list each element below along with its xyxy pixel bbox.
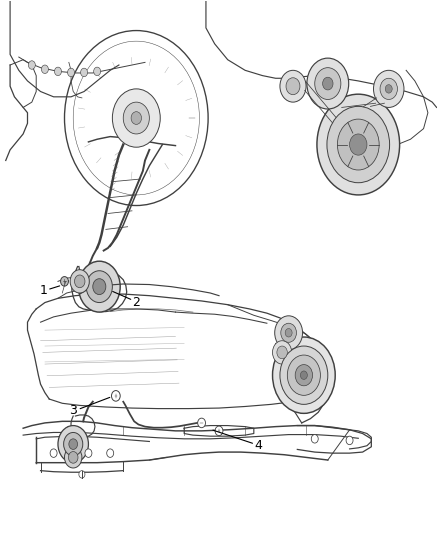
Circle shape (311, 434, 318, 443)
Circle shape (295, 365, 313, 386)
Circle shape (272, 341, 292, 364)
Circle shape (275, 316, 303, 350)
Circle shape (337, 119, 379, 170)
Circle shape (307, 58, 349, 109)
Circle shape (107, 449, 114, 457)
Circle shape (287, 355, 321, 395)
Circle shape (50, 449, 57, 457)
Circle shape (42, 65, 48, 74)
Circle shape (58, 425, 88, 463)
Circle shape (69, 439, 78, 449)
Circle shape (68, 451, 78, 463)
Circle shape (70, 270, 89, 293)
Circle shape (374, 70, 404, 108)
Circle shape (79, 471, 85, 478)
Circle shape (94, 67, 101, 76)
Circle shape (86, 271, 113, 303)
Circle shape (131, 112, 141, 124)
Circle shape (315, 68, 341, 100)
Text: 3: 3 (69, 404, 77, 417)
Circle shape (78, 261, 120, 312)
Circle shape (346, 436, 353, 445)
Circle shape (28, 61, 35, 69)
Circle shape (215, 426, 223, 435)
Circle shape (74, 275, 85, 288)
Text: 2: 2 (132, 296, 140, 309)
Circle shape (85, 449, 92, 457)
Circle shape (322, 77, 333, 90)
Text: 4: 4 (254, 439, 262, 452)
Circle shape (272, 337, 335, 414)
Circle shape (317, 94, 399, 195)
Text: 1: 1 (40, 284, 48, 297)
Circle shape (277, 346, 287, 359)
Circle shape (286, 78, 300, 95)
Circle shape (60, 277, 68, 286)
Circle shape (123, 102, 149, 134)
Circle shape (380, 78, 397, 100)
Circle shape (64, 447, 82, 468)
Circle shape (300, 371, 307, 379)
Circle shape (112, 391, 120, 401)
Circle shape (281, 323, 297, 342)
Circle shape (327, 107, 390, 183)
Circle shape (67, 68, 74, 77)
Circle shape (54, 67, 61, 76)
Circle shape (385, 85, 392, 93)
Circle shape (93, 279, 106, 295)
Circle shape (113, 89, 160, 147)
Circle shape (280, 346, 328, 405)
Circle shape (280, 70, 306, 102)
Circle shape (198, 418, 205, 427)
Circle shape (81, 68, 88, 77)
Circle shape (64, 432, 83, 456)
Circle shape (350, 134, 367, 155)
Circle shape (285, 328, 292, 337)
